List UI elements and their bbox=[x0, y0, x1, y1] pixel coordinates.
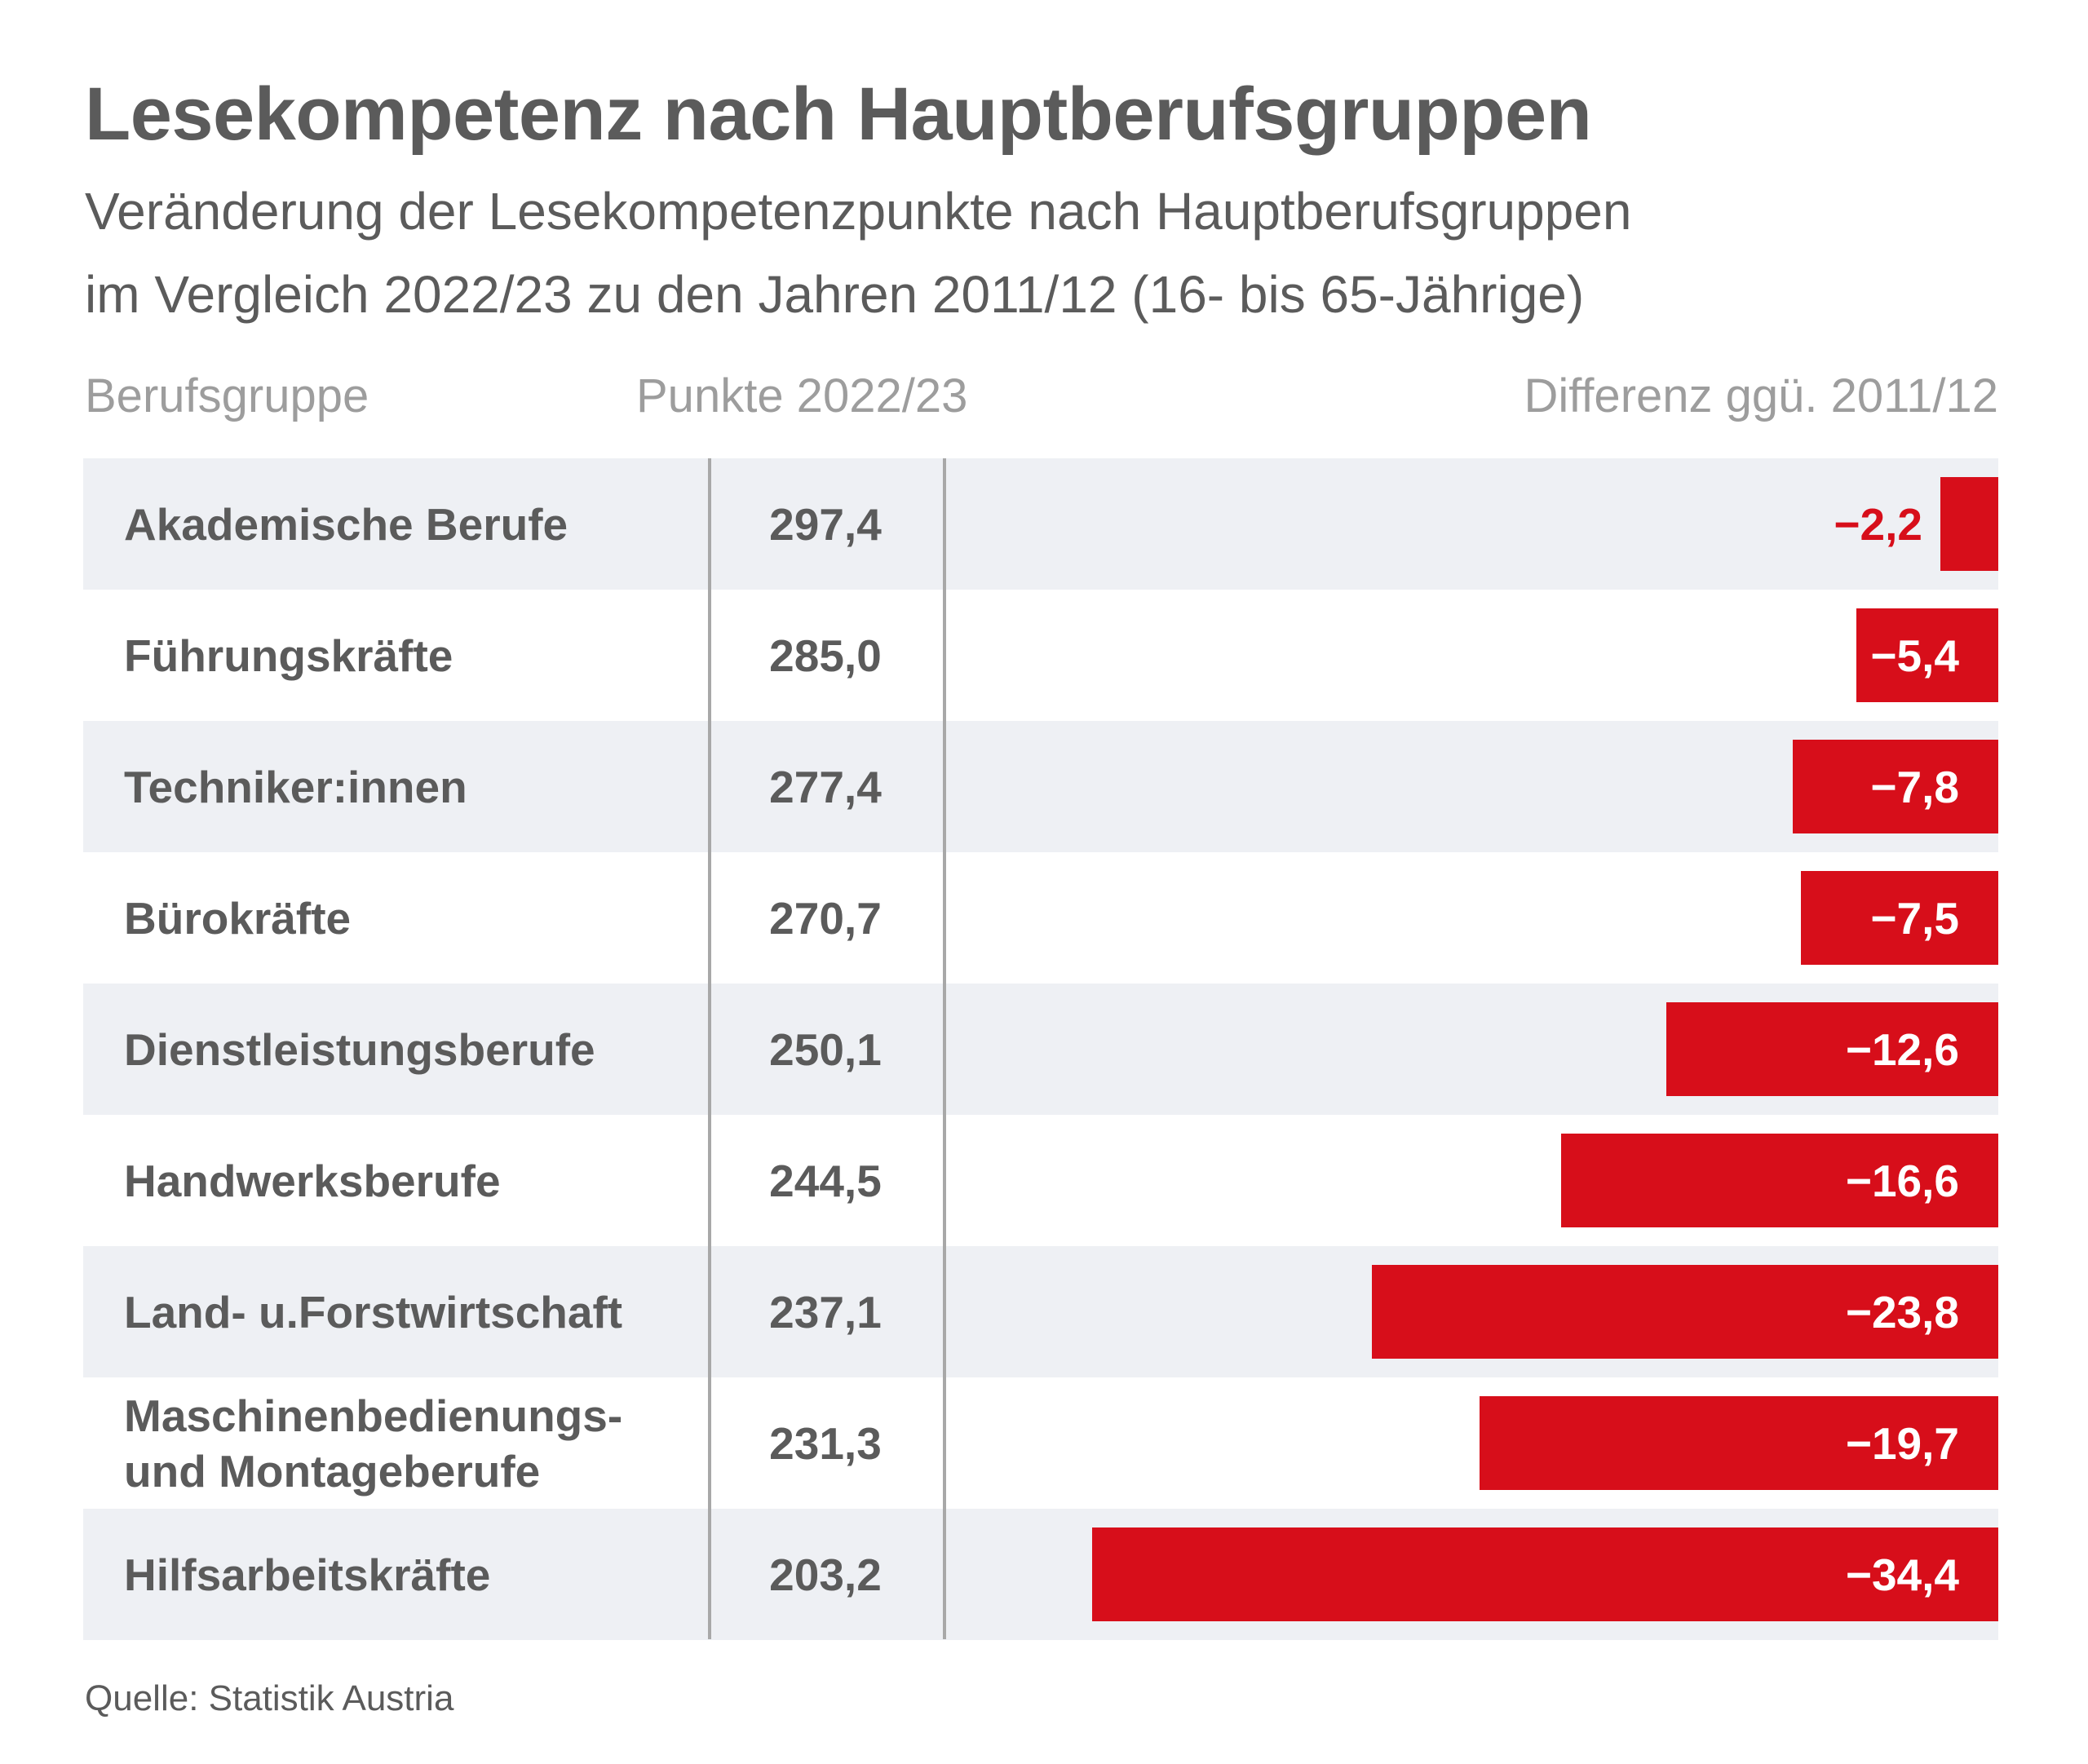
difference-bar bbox=[1561, 1134, 1998, 1227]
difference-label: −34,4 bbox=[1845, 1549, 1959, 1600]
category-label: Maschinenbedienungs- und Montageberufe bbox=[124, 1390, 623, 1497]
points-value: 244,5 bbox=[769, 1155, 882, 1206]
chart-title: Lesekompetenz nach Hauptberufsgruppen bbox=[85, 73, 1592, 156]
table-row: Land- u.Forstwirtschaft 237,1 −23,8 bbox=[83, 1246, 1998, 1377]
table-row: Führungskräfte 285,0 −5,4 bbox=[83, 590, 1998, 721]
column-divider-left bbox=[708, 458, 711, 1639]
points-value: 285,0 bbox=[769, 630, 882, 681]
difference-bar bbox=[1372, 1265, 1998, 1359]
category-label: Dienstleistungsberufe bbox=[124, 1023, 595, 1075]
points-value: 270,7 bbox=[769, 892, 882, 944]
column-divider-right bbox=[943, 458, 946, 1639]
table-row: Akademische Berufe 297,4 −2,2 bbox=[83, 458, 1998, 590]
category-label: Akademische Berufe bbox=[124, 498, 568, 550]
points-value: 297,4 bbox=[769, 498, 882, 550]
chart-table: Akademische Berufe 297,4 −2,2 Führungskräft… bbox=[83, 458, 1998, 1640]
subtitle-line-2: im Vergleich 2022/23 zu den Jahren 2011/… bbox=[85, 265, 1585, 324]
difference-label: −7,8 bbox=[1870, 761, 1959, 812]
difference-label: −16,6 bbox=[1845, 1155, 1959, 1206]
difference-bar bbox=[1480, 1396, 1998, 1490]
category-label: Land- u.Forstwirtschaft bbox=[124, 1286, 623, 1337]
column-header-points: Punkte 2022/23 bbox=[636, 369, 968, 422]
difference-label: −7,5 bbox=[1870, 892, 1959, 944]
points-value: 203,2 bbox=[769, 1549, 882, 1600]
table-row: Hilfsarbeitskräfte 203,2 −34,4 bbox=[83, 1509, 1998, 1640]
difference-label: −2,2 bbox=[1834, 498, 1922, 550]
column-header-category: Berufsgruppe bbox=[85, 369, 369, 422]
chart-subtitle: Veränderung der Lesekompetenzpunkte nach… bbox=[85, 170, 1631, 336]
difference-bar bbox=[1092, 1527, 1998, 1621]
table-row: Dienstleistungsberufe 250,1 −12,6 bbox=[83, 984, 1998, 1115]
table-row: Bürokräfte 270,7 −7,5 bbox=[83, 852, 1998, 984]
points-value: 250,1 bbox=[769, 1023, 882, 1075]
category-label: Handwerksberufe bbox=[124, 1155, 501, 1206]
category-label: Hilfsarbeitskräfte bbox=[124, 1549, 491, 1600]
category-label: Techniker:innen bbox=[124, 761, 467, 812]
table-row: Maschinenbedienungs- und Montageberufe 23… bbox=[83, 1377, 1998, 1509]
source-note: Quelle: Statistik Austria bbox=[85, 1678, 454, 1718]
category-label: Bürokräfte bbox=[124, 892, 352, 944]
points-value: 237,1 bbox=[769, 1286, 882, 1337]
difference-bar bbox=[1666, 1002, 1998, 1096]
difference-label: −5,4 bbox=[1870, 630, 1959, 681]
difference-bar bbox=[1801, 871, 1998, 965]
difference-label: −23,8 bbox=[1845, 1286, 1959, 1337]
subtitle-line-1: Veränderung der Lesekompetenzpunkte nach… bbox=[85, 182, 1632, 241]
difference-bar bbox=[1856, 608, 1998, 702]
table-row: Techniker:innen 277,4 −7,8 bbox=[83, 721, 1998, 852]
difference-label: −12,6 bbox=[1845, 1023, 1959, 1075]
difference-label: −19,7 bbox=[1845, 1417, 1959, 1469]
points-value: 277,4 bbox=[769, 761, 882, 812]
difference-bar bbox=[1940, 477, 1998, 571]
table-row: Handwerksberufe 244,5 −16,6 bbox=[83, 1115, 1998, 1246]
points-value: 231,3 bbox=[769, 1417, 882, 1469]
difference-bar bbox=[1793, 740, 1998, 833]
column-header-difference: Differenz ggü. 2011/12 bbox=[1524, 369, 1998, 422]
category-label: Führungskräfte bbox=[124, 630, 453, 681]
